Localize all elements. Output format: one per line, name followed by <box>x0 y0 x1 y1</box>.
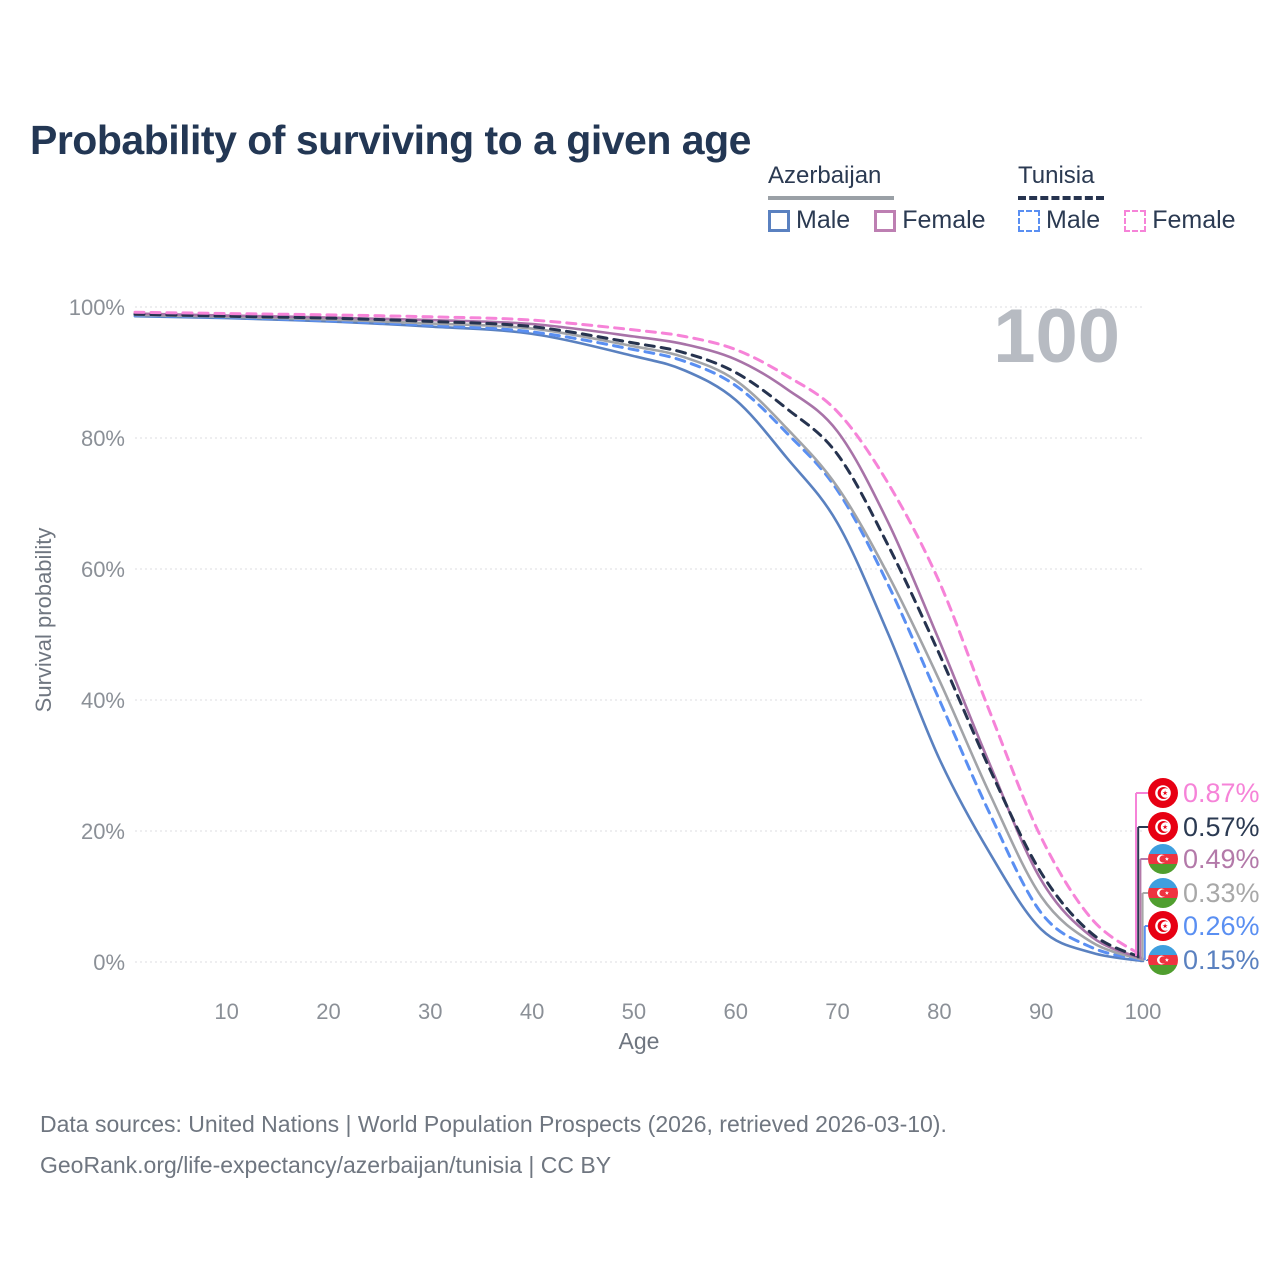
end-label-value: 0.57% <box>1183 812 1260 842</box>
series-curve-azerbaijan-female <box>133 312 1145 961</box>
end-label-leader <box>1137 826 1148 959</box>
tunisia-female-swatch <box>1124 209 1147 232</box>
legend-item-azerbaijan-male[interactable]: Male <box>768 206 850 235</box>
y-tick-60: 60% <box>81 557 125 582</box>
azerbaijan-male-swatch <box>768 209 790 232</box>
x-tick-100: 100 <box>1125 999 1162 1024</box>
legend-tunisia-label: Tunisia <box>1018 162 1095 189</box>
legend-label: Male <box>1046 206 1101 234</box>
tunisia-flag-icon <box>1148 911 1178 941</box>
x-tick-90: 90 <box>1029 999 1053 1024</box>
end-label-value: 0.87% <box>1183 778 1260 808</box>
tunisia-flag-icon <box>1148 778 1178 808</box>
page-title: Probability of surviving to a given age <box>30 117 751 164</box>
end-label-leader <box>1135 792 1148 957</box>
series-curve-azerbaijan-male <box>133 314 1145 963</box>
x-tick-30: 30 <box>418 999 442 1024</box>
series-curve-tunisia <box>133 312 1145 960</box>
x-tick-50: 50 <box>622 999 646 1024</box>
x-tick-60: 60 <box>723 999 747 1024</box>
azerbaijan-flag-icon <box>1148 945 1178 975</box>
y-tick-0: 0% <box>93 950 125 975</box>
legend-group-azerbaijan: Azerbaijan Male Female <box>768 162 986 235</box>
end-label-leader <box>1141 892 1148 960</box>
azerbaijan-flag-icon <box>1148 844 1178 874</box>
legend-item-tunisia-male[interactable]: Male <box>1018 206 1100 235</box>
end-label-value: 0.33% <box>1183 878 1260 908</box>
x-tick-10: 10 <box>214 999 238 1024</box>
tunisia-male-swatch <box>1018 209 1040 232</box>
legend-label: Female <box>1152 206 1236 234</box>
data-sources-line: Data sources: United Nations | World Pop… <box>40 1111 947 1137</box>
series-curve-azerbaijan <box>133 313 1145 962</box>
legend-group-tunisia: Tunisia Male Female <box>1018 162 1236 235</box>
x-tick-70: 70 <box>825 999 849 1024</box>
azerbaijan-female-swatch <box>874 209 897 232</box>
x-tick-40: 40 <box>520 999 544 1024</box>
y-tick-80: 80% <box>81 426 125 451</box>
legend-item-azerbaijan-female[interactable]: Female <box>874 206 986 235</box>
footer: Data sources: United Nations | World Pop… <box>40 1104 947 1187</box>
end-label-value: 0.15% <box>1183 945 1260 975</box>
series-curve-tunisia-male <box>133 314 1145 962</box>
age-100-watermark: 100 <box>993 294 1120 379</box>
end-label-leader <box>1146 959 1148 961</box>
end-label-leader <box>1139 858 1148 959</box>
legend-label: Male <box>796 206 851 234</box>
legend-azerbaijan-label: Azerbaijan <box>768 162 882 189</box>
tunisia-flag-icon <box>1148 812 1178 842</box>
end-label-value: 0.49% <box>1183 844 1260 874</box>
attribution-line: GeoRank.org/life-expectancy/azerbaijan/t… <box>40 1152 612 1179</box>
end-label-value: 0.26% <box>1183 911 1260 941</box>
legend-label: Female <box>902 206 986 234</box>
legend-item-tunisia-female[interactable]: Female <box>1124 206 1236 235</box>
azerbaijan-flag-icon <box>1148 878 1178 908</box>
y-tick-20: 20% <box>81 819 125 844</box>
x-tick-20: 20 <box>316 999 340 1024</box>
y-axis-title: Survival probability <box>31 527 56 713</box>
legend-tunisia-underline <box>1018 196 1104 200</box>
legend-azerbaijan-underline <box>768 196 894 200</box>
series-curve-tunisia-female <box>133 310 1145 958</box>
end-label-leader <box>1143 925 1148 961</box>
x-axis-title: Age <box>618 1028 660 1054</box>
y-tick-40: 40% <box>81 688 125 713</box>
x-tick-80: 80 <box>927 999 951 1024</box>
y-tick-100: 100% <box>69 295 125 320</box>
